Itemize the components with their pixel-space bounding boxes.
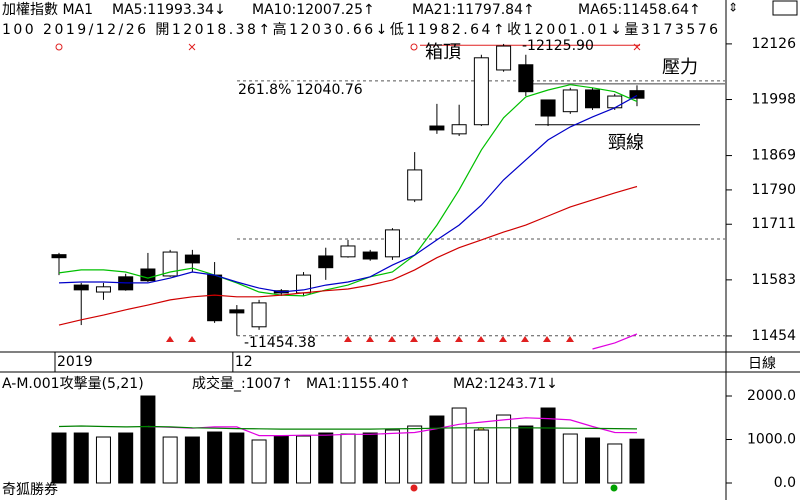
annotation-label: 壓力 (662, 57, 698, 78)
candle-body (162, 251, 178, 277)
volume-bar (229, 432, 245, 484)
candle-body (473, 57, 489, 126)
volume-bar (585, 437, 601, 484)
legend-entry: MA1:1155.40↑ (306, 376, 411, 392)
volume-bar (429, 415, 445, 484)
volume-bar (318, 432, 334, 484)
volume-bar (251, 439, 267, 484)
volume-bar (362, 432, 378, 484)
volume-bar (51, 432, 67, 484)
volume-label: 成交量_:1007↑ (192, 375, 293, 392)
volume-bar (296, 435, 312, 484)
volume-ma-line (147, 417, 638, 437)
volume-ma-line (58, 425, 638, 430)
candle-body (140, 268, 156, 282)
candle-body (384, 229, 400, 258)
volume-bar (162, 436, 178, 484)
signal-triangles (166, 336, 574, 342)
footer-brand: 奇狐勝券 (2, 481, 58, 498)
legend-entry: MA2:1243.71↓ (453, 376, 558, 392)
legend-line: 加權指數 MA1 (2, 2, 93, 18)
x-tick-label: 12 (235, 354, 253, 370)
volume-bar (140, 395, 156, 484)
legend-entry: MA65:11458.64↑ (578, 2, 701, 18)
volume-bar (496, 414, 512, 484)
candle-body (585, 89, 601, 109)
candle-body (496, 45, 512, 71)
volume-bar (473, 429, 489, 484)
volume-bar (273, 435, 289, 484)
volume-bar (95, 436, 111, 484)
period-label: 日線 (748, 356, 776, 372)
candle-body (318, 255, 334, 269)
volume-bar (184, 436, 200, 484)
volume-bar (518, 425, 534, 484)
y-tick-label: 2000.0 (747, 388, 796, 404)
candle-body (607, 95, 623, 109)
candle-body (518, 64, 534, 93)
candle-body (95, 286, 111, 293)
candle-body (562, 89, 578, 113)
volume-bar (540, 407, 556, 484)
volume-bar (73, 432, 89, 484)
volume-bar (562, 433, 578, 484)
legend-entry: MA5:11993.34↓ (112, 2, 226, 18)
legend-entry: MA21:11797.84↑ (412, 2, 535, 18)
y-tick-label: 0.0 (774, 475, 796, 491)
volume-bar (629, 438, 645, 484)
chart-title: 加權指數 MA1 (2, 2, 93, 18)
extreme-label: -11454.38 (244, 335, 316, 351)
y-tick-label: 11454 (751, 328, 796, 344)
ma-line (592, 333, 638, 350)
candle-body (451, 124, 467, 135)
volume-bar (451, 407, 467, 484)
candle-body (429, 125, 445, 131)
candle-body (207, 274, 223, 322)
candle-body (407, 169, 423, 201)
y-tick-label: 11790 (751, 182, 796, 198)
annotation-label: 箱頂 (425, 42, 461, 63)
candle-body (362, 251, 378, 260)
extreme-label: -12125.90 (522, 38, 594, 54)
y-tick-label: 11583 (751, 272, 796, 288)
volume-bar (407, 425, 423, 484)
candle-body (540, 99, 556, 117)
window-box[interactable] (772, 0, 798, 16)
volume-bar (607, 443, 623, 484)
legend-entry: MA10:12007.25↑ (252, 2, 375, 18)
candle-body (184, 254, 200, 264)
y-tick-label: 11869 (751, 148, 796, 164)
candle-body (340, 245, 356, 258)
annotation-label: 頸線 (608, 133, 644, 154)
y-tick-label: 1000.0 (747, 432, 796, 448)
ohlc-info: 100 2019/12/26 開12018.38↑高12030.66↓低1198… (2, 21, 718, 38)
candle-body (51, 254, 67, 259)
y-tick-label: 11998 (751, 92, 796, 108)
ma-line (58, 94, 638, 293)
y-tick-label: 12126 (751, 36, 796, 52)
volume-bar (384, 429, 400, 484)
volume-bar (118, 432, 134, 484)
ma-line (58, 185, 638, 326)
candle-body (629, 90, 645, 99)
volume-title: A-M.001攻擊量(5,21) (2, 375, 144, 392)
volume-bar (340, 433, 356, 484)
x-tick-label: 2019 (57, 354, 93, 370)
level-label: 261.8% 12040.76 (238, 82, 363, 98)
scroll-icon[interactable]: ⇕ (728, 1, 738, 15)
candle-body (229, 309, 245, 314)
y-tick-label: 11711 (751, 216, 796, 232)
candle-body (251, 302, 267, 328)
volume-plot (51, 395, 645, 484)
signal-markers (55, 43, 641, 51)
ma-line (58, 84, 638, 297)
volume-bar (207, 431, 223, 484)
candle-body (73, 284, 89, 291)
